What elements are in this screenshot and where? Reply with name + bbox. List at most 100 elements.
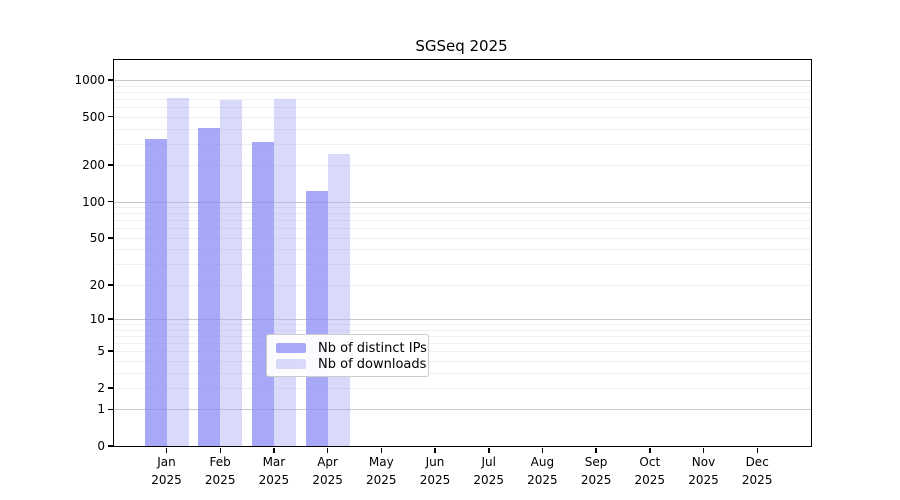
- x-tick-month: Apr: [317, 455, 338, 469]
- gridline-minor: [114, 264, 811, 266]
- gridline-minor: [114, 387, 811, 389]
- y-tick-2: [108, 387, 114, 389]
- gridline-minor: [114, 342, 811, 344]
- gridline-minor: [114, 372, 811, 374]
- gridline-minor: [114, 237, 811, 239]
- y-tick-label-50: 50: [89, 230, 105, 245]
- x-tick-aug: [541, 447, 544, 453]
- y-tick-label-100: 100: [82, 194, 105, 209]
- gridline-minor: [114, 329, 811, 331]
- gridline-minor: [114, 228, 811, 230]
- x-tick-nov: [702, 447, 705, 453]
- gridline-major: [114, 409, 811, 411]
- x-tick-month: Jun: [425, 455, 445, 469]
- gridline-major: [114, 80, 811, 81]
- x-tick-month: Oct: [639, 455, 661, 469]
- x-tick-label-may: May 2025: [366, 453, 397, 489]
- y-tick-label-0: 0: [97, 439, 105, 453]
- y-tick-50: [108, 237, 114, 239]
- gridline-major: [114, 201, 811, 203]
- gridline-minor: [114, 128, 811, 130]
- gridline-minor: [114, 165, 811, 167]
- legend-item-distinct-ips: Nb of distinct IPs: [276, 340, 427, 356]
- plot-area: 0 1 2 5 10 20 50 100 200 500 1000 Jan 2025 Feb 2025 Mar…: [74, 59, 812, 487]
- gridline-minor: [114, 351, 811, 353]
- legend-item-downloads: Nb of downloads: [276, 356, 426, 372]
- x-tick-label-oct: Oct 2025: [635, 453, 666, 489]
- x-tick-jun: [434, 447, 436, 453]
- x-tick-mar: [273, 447, 275, 453]
- x-tick-month: Mar: [262, 455, 286, 469]
- x-tick-year: 2025: [634, 473, 666, 487]
- bar-ips-apr: [305, 191, 328, 446]
- x-tick-year: 2025: [419, 473, 451, 487]
- x-tick-jul: [488, 447, 490, 453]
- x-tick-label-jun: Jun 2025: [420, 453, 451, 489]
- x-tick-year: 2025: [527, 473, 558, 487]
- x-tick-label-jul: Jul 2025: [473, 453, 504, 489]
- x-tick-year: 2025: [312, 473, 343, 487]
- x-tick-year: 2025: [366, 473, 397, 487]
- x-tick-month: Dec: [745, 455, 769, 469]
- bar-ips-mar: [251, 142, 274, 446]
- bar-ips-jan: [144, 138, 167, 446]
- x-tick-year: 2025: [741, 473, 773, 487]
- x-tick-month: Feb: [209, 455, 231, 469]
- y-tick-20: [108, 284, 114, 286]
- y-tick-label-5: 5: [97, 344, 105, 359]
- x-tick-year: 2025: [258, 473, 290, 487]
- legend-label-distinct-ips: Nb of distinct IPs: [318, 340, 427, 356]
- x-tick-jan: [165, 447, 168, 453]
- gridline-minor: [114, 143, 811, 145]
- gridline-minor: [114, 335, 811, 337]
- gridline-minor: [114, 213, 811, 215]
- bar-downloads-apr: [327, 154, 350, 446]
- y-tick-label-500: 500: [82, 109, 105, 124]
- gridline-major: [114, 319, 811, 320]
- y-tick-label-1: 1: [97, 402, 105, 417]
- y-tick-label-10: 10: [89, 312, 105, 326]
- x-tick-year: 2025: [151, 473, 182, 487]
- bar-downloads-mar: [273, 98, 296, 446]
- x-tick-label-feb: Feb 2025: [205, 453, 236, 489]
- y-tick-500: [108, 115, 114, 118]
- x-tick-feb: [219, 447, 221, 453]
- x-tick-label-nov: Nov 2025: [688, 453, 719, 489]
- x-tick-sep: [595, 447, 597, 453]
- legend-label-downloads: Nb of downloads: [318, 356, 427, 372]
- gridline-minor: [114, 107, 811, 109]
- legend-swatch-distinct-ips: [276, 343, 306, 353]
- gridline-minor: [114, 249, 811, 251]
- y-tick-5: [108, 350, 114, 352]
- x-tick-year: 2025: [580, 473, 612, 487]
- x-tick-dec: [756, 447, 758, 453]
- gridline-minor: [114, 284, 811, 286]
- bar-downloads-jan: [166, 98, 189, 446]
- y-tick-100: [108, 200, 114, 203]
- legend-swatch-downloads: [276, 359, 306, 369]
- x-tick-label-aug: Aug 2025: [527, 453, 558, 489]
- bar-downloads-feb: [220, 99, 243, 446]
- x-tick-month: Aug: [530, 455, 555, 469]
- x-tick-oct: [649, 447, 651, 453]
- x-tick-year: 2025: [204, 473, 236, 487]
- x-tick-month: May: [368, 455, 394, 469]
- gridline-minor: [114, 98, 811, 100]
- x-tick-label-jan: Jan 2025: [151, 453, 182, 489]
- x-tick-label-apr: Apr 2025: [312, 453, 343, 489]
- y-tick-label-2: 2: [97, 380, 105, 395]
- x-tick-may: [380, 447, 383, 453]
- gridline-minor: [114, 85, 811, 87]
- legend: Nb of distinct IPs Nb of downloads: [266, 334, 429, 377]
- x-tick-apr: [326, 447, 329, 453]
- y-tick-200: [108, 164, 114, 166]
- x-tick-year: 2025: [473, 473, 504, 487]
- x-tick-year: 2025: [688, 473, 719, 487]
- chart-title: SGSeq 2025: [415, 37, 508, 55]
- y-tick-label-200: 200: [82, 158, 105, 173]
- gridline-minor: [114, 116, 811, 118]
- gridline-minor: [114, 324, 811, 325]
- gridline-minor: [114, 91, 811, 93]
- gridline-minor: [114, 207, 811, 209]
